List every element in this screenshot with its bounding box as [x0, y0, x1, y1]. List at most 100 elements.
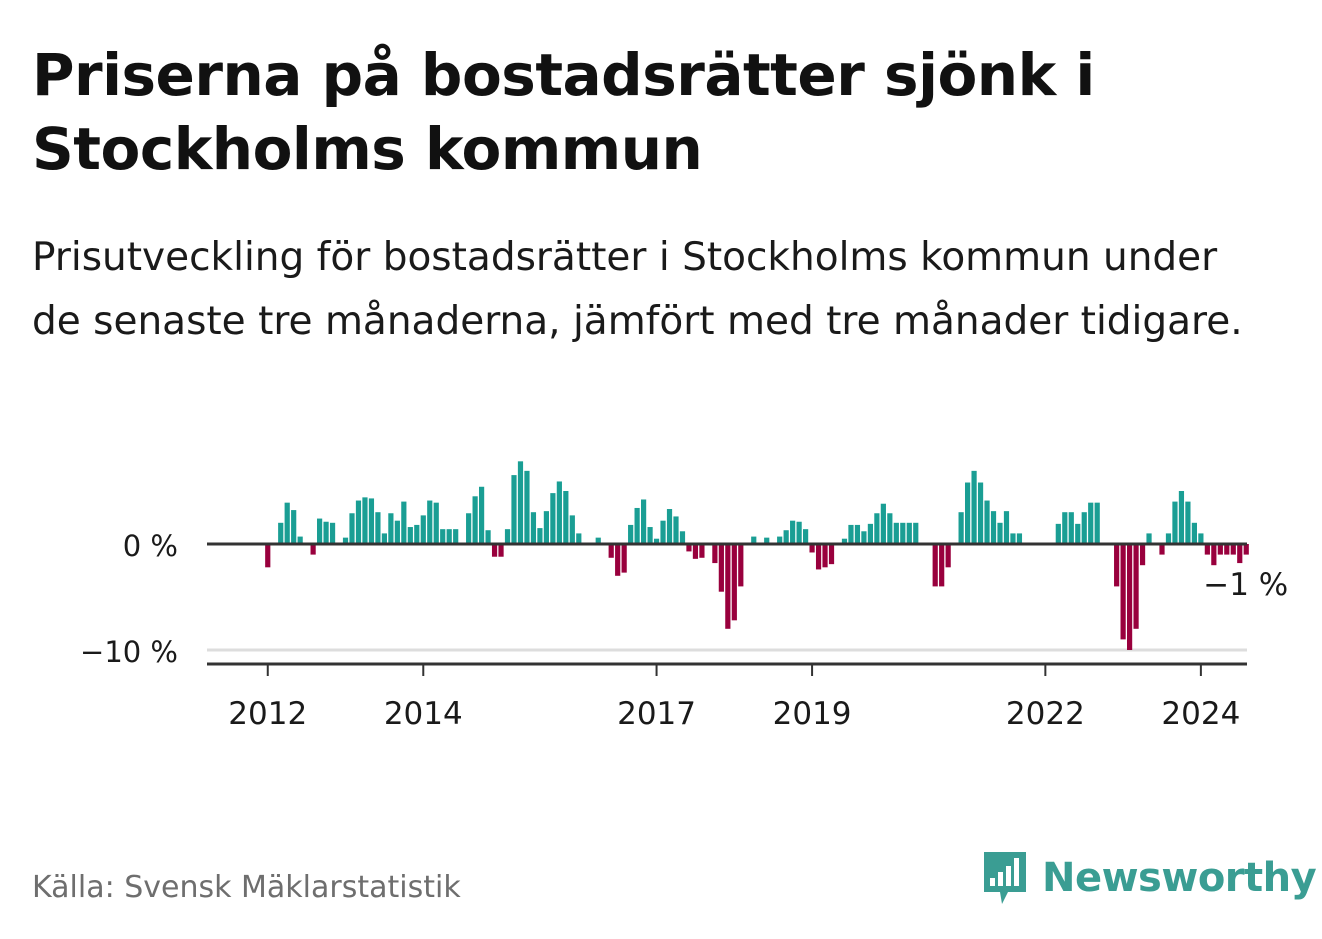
- bar: [1003, 511, 1010, 544]
- bar: [440, 529, 446, 544]
- bar: [362, 497, 368, 544]
- y-tick-label: 0 %: [123, 529, 178, 563]
- bar: [368, 498, 375, 544]
- bar: [1217, 544, 1223, 555]
- bar: [433, 502, 439, 544]
- bar-chart: 0 % −10 % 2012 2014 2017 2019 2022 2024 −1 %: [80, 461, 1288, 732]
- bar: [479, 486, 485, 544]
- bar: [291, 510, 297, 544]
- bar: [1016, 533, 1023, 544]
- axis-layer: [207, 542, 1247, 676]
- bar: [427, 500, 433, 544]
- y-tick-label: −10 %: [80, 635, 178, 669]
- bar: [342, 537, 349, 544]
- bar: [1062, 512, 1068, 544]
- bar: [1088, 502, 1094, 544]
- last-value-label: −1 %: [1203, 567, 1288, 603]
- bar: [537, 528, 543, 544]
- brand-name: Newsworthy: [1042, 855, 1317, 901]
- bar: [414, 524, 420, 544]
- bar: [407, 527, 413, 544]
- bar: [809, 544, 815, 553]
- x-tick-label: 2024: [1161, 696, 1240, 732]
- x-tick-label: 2022: [1006, 696, 1085, 732]
- bar: [576, 533, 582, 544]
- bar: [1127, 544, 1133, 650]
- bar: [841, 538, 848, 544]
- bar: [329, 522, 336, 544]
- bar: [355, 500, 362, 544]
- bar: [524, 470, 530, 544]
- bar: [349, 513, 355, 544]
- bar: [1172, 501, 1178, 544]
- bar: [971, 470, 977, 544]
- bar: [1055, 523, 1061, 544]
- x-tick-label: 2014: [384, 696, 463, 732]
- bar: [1237, 544, 1243, 564]
- bar: [848, 524, 854, 544]
- bar: [530, 512, 537, 544]
- bar: [692, 544, 699, 559]
- x-tick-label: 2017: [617, 696, 696, 732]
- bar: [517, 461, 524, 544]
- bar: [712, 544, 718, 564]
- bar: [466, 513, 472, 544]
- bar: [958, 512, 964, 544]
- bar: [939, 544, 945, 587]
- bar: [310, 544, 316, 555]
- bar: [1159, 544, 1165, 555]
- bar: [1230, 544, 1236, 555]
- newsworthy-logo-icon: [984, 852, 1026, 904]
- bar: [1204, 544, 1210, 555]
- x-tick-label: 2019: [773, 696, 852, 732]
- bar: [815, 544, 822, 570]
- bar: [543, 511, 549, 544]
- bar: [653, 538, 660, 544]
- bar: [1114, 544, 1120, 587]
- bar: [1165, 533, 1172, 544]
- bar: [1081, 512, 1087, 544]
- bar: [284, 502, 290, 544]
- bar: [751, 536, 757, 544]
- bar: [1211, 544, 1217, 566]
- bar: [977, 482, 984, 544]
- bar: [381, 533, 387, 544]
- bar: [647, 527, 653, 544]
- bar: [1198, 533, 1204, 544]
- bar: [420, 515, 426, 544]
- bar: [790, 520, 796, 544]
- bar: [621, 544, 627, 573]
- bar: [867, 523, 873, 544]
- bar: [608, 544, 614, 558]
- bar: [1191, 522, 1197, 544]
- bar: [913, 522, 919, 544]
- bar: [828, 544, 835, 565]
- bar: [666, 509, 673, 544]
- bar: [550, 493, 556, 544]
- bar: [764, 537, 770, 544]
- bar: [738, 544, 744, 587]
- bar: [446, 529, 452, 544]
- bar: [990, 511, 997, 544]
- bar: [997, 522, 1003, 544]
- bar: [796, 521, 802, 544]
- bar: [777, 536, 783, 544]
- bar: [394, 520, 400, 544]
- bar: [1068, 512, 1074, 544]
- bar: [822, 544, 828, 568]
- newsworthy-logo[interactable]: Newsworthy: [980, 848, 1317, 908]
- bar: [965, 482, 971, 544]
- bar: [498, 544, 504, 557]
- bar: [297, 536, 303, 544]
- bar: [323, 521, 329, 544]
- bar: [485, 530, 491, 544]
- bar: [900, 522, 906, 544]
- bar: [686, 544, 692, 552]
- bar: [854, 524, 861, 544]
- label-layer: 0 % −10 % 2012 2014 2017 2019 2022 2024 −1 %: [80, 529, 1288, 732]
- bar: [511, 475, 517, 544]
- bar: [1178, 491, 1185, 544]
- bar: [1133, 544, 1139, 629]
- bar: [932, 544, 938, 587]
- bar: [887, 513, 893, 544]
